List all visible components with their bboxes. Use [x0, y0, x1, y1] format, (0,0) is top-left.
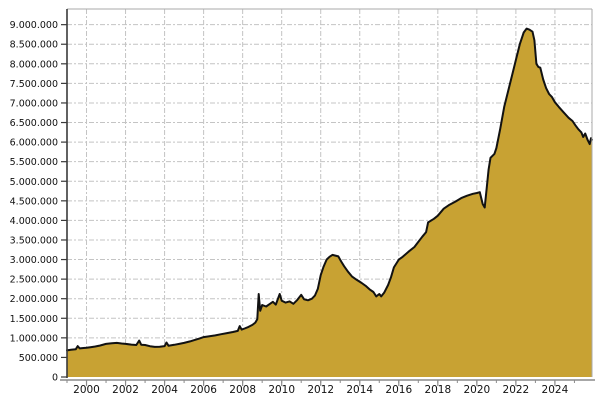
x-tick-label: 2006: [190, 384, 217, 396]
x-tick-label: 2002: [112, 384, 139, 396]
data-area: [67, 28, 592, 377]
y-tick-label: 1.500.000: [10, 314, 58, 325]
y-tick-label: 6.000.000: [10, 138, 58, 149]
y-tick-label: 2.000.000: [10, 294, 58, 305]
y-tick-label: 8.000.000: [10, 59, 58, 70]
x-tick-label: 2018: [424, 384, 451, 396]
y-tick-label: 6.500.000: [10, 118, 58, 129]
x-tick-label: 2022: [503, 384, 530, 396]
y-tick-label: 9.000.000: [10, 20, 58, 31]
x-tick-label: 2014: [346, 384, 373, 396]
y-tick-label: 3.500.000: [10, 235, 58, 246]
x-tick-label: 2016: [385, 384, 412, 396]
y-tick-label: 8.500.000: [10, 40, 58, 51]
y-tick-label: 2.500.000: [10, 275, 58, 286]
x-tick-label: 2008: [229, 384, 256, 396]
y-tick-label: 5.000.000: [10, 177, 58, 188]
y-tick-label: 7.500.000: [10, 79, 58, 90]
x-tick-label: 2020: [463, 384, 490, 396]
y-tick-label: 1.000.000: [10, 333, 58, 344]
y-tick-label: 7.000.000: [10, 98, 58, 109]
data-line: [66, 27, 593, 352]
x-tick-label: 2012: [307, 384, 334, 396]
y-tick-label: 500.000: [19, 353, 58, 364]
y-tick-label: 3.000.000: [10, 255, 58, 266]
y-tick-label: 4.500.000: [10, 196, 58, 207]
x-tick-label: 2004: [151, 384, 178, 396]
y-tick-label: 5.500.000: [10, 157, 58, 168]
y-tick-label: 0: [52, 373, 58, 384]
y-tick-label: 4.000.000: [10, 216, 58, 227]
x-tick-label: 2010: [268, 384, 295, 396]
x-tick-label: 2000: [73, 384, 100, 396]
x-tick-label: 2024: [542, 384, 569, 396]
